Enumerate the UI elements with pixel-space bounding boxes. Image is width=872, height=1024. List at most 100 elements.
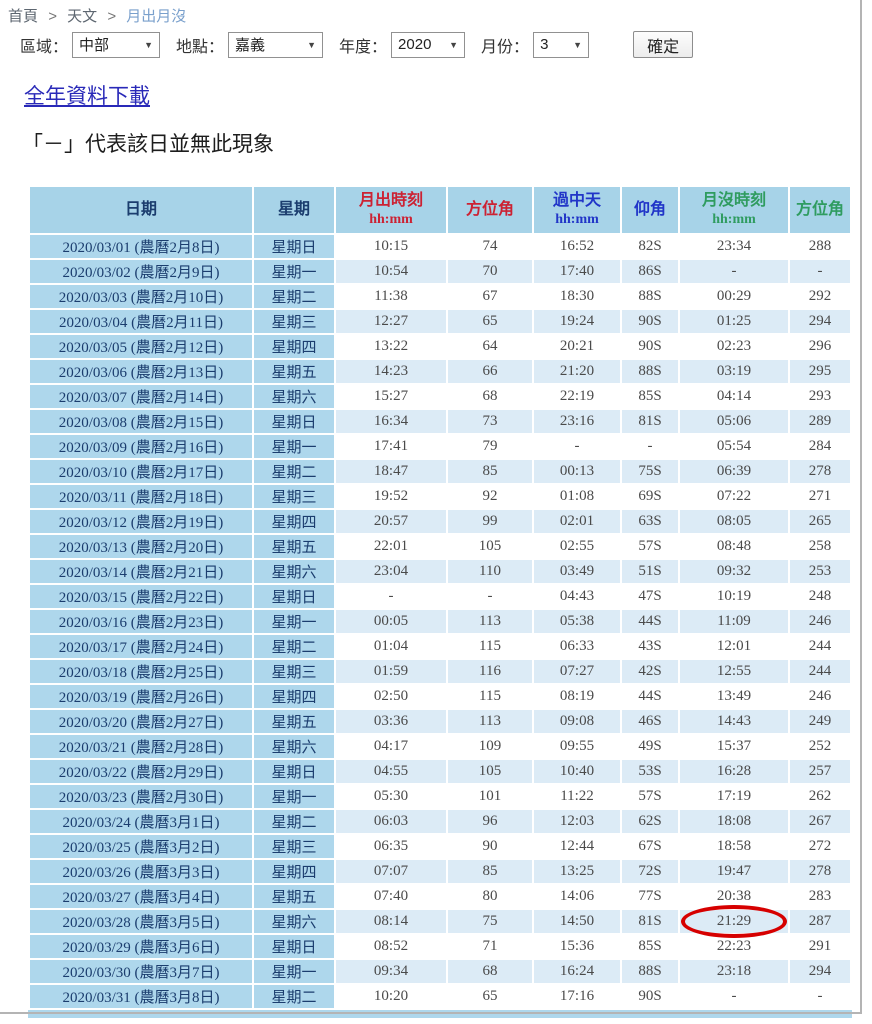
region-select[interactable]: 中部 ▼ bbox=[72, 31, 161, 58]
data-cell: 88S bbox=[622, 360, 678, 383]
data-cell: 15:27 bbox=[336, 385, 446, 408]
data-cell: 10:20 bbox=[336, 985, 446, 1008]
col-header-moonrise-time: 月出時刻 hh:mm bbox=[336, 187, 446, 233]
col-header-moonset-time: 月沒時刻 hh:mm bbox=[680, 187, 788, 233]
data-cell: 08:05 bbox=[680, 510, 788, 533]
data-cell: 43S bbox=[622, 635, 678, 658]
row-label-cell: 星期二 bbox=[254, 635, 334, 658]
col-header-rise-azimuth: 方位角 bbox=[448, 187, 532, 233]
yearly-data-download-link[interactable]: 全年資料下載 bbox=[24, 84, 150, 108]
breadcrumb-astronomy-link[interactable]: 天文 bbox=[67, 8, 98, 25]
data-cell: 288 bbox=[790, 235, 850, 258]
confirm-button[interactable]: 確定 bbox=[633, 31, 694, 58]
data-cell: 62S bbox=[622, 810, 678, 833]
location-select[interactable]: 嘉義 ▼ bbox=[228, 31, 324, 58]
data-cell: 17:19 bbox=[680, 785, 788, 808]
data-cell: 88S bbox=[622, 285, 678, 308]
row-label-cell: 2020/03/28 (農曆3月5日) bbox=[30, 910, 252, 933]
table-row: 2020/03/10 (農曆2月17日) 星期二 18:47 85 00:13 75S 06… bbox=[30, 460, 850, 483]
data-cell: 02:01 bbox=[534, 510, 620, 533]
row-label-cell: 星期三 bbox=[254, 485, 334, 508]
data-cell: 20:21 bbox=[534, 335, 620, 358]
data-cell: 66 bbox=[448, 360, 532, 383]
data-cell: 262 bbox=[790, 785, 850, 808]
table-row: 2020/03/01 (農曆2月8日) 星期日 10:15 74 16:52 82S 23:… bbox=[30, 235, 850, 258]
breadcrumb: 首頁 > 天文 > 月出月沒 bbox=[8, 5, 186, 26]
table-row: 2020/03/24 (農曆3月1日) 星期二 06:03 96 12:03 62S 18:… bbox=[30, 810, 850, 833]
data-cell: 12:01 bbox=[680, 635, 788, 658]
breadcrumb-separator: > bbox=[107, 8, 117, 25]
breadcrumb-current-page: 月出月沒 bbox=[126, 8, 187, 25]
row-label-cell: 星期六 bbox=[254, 910, 334, 933]
month-select[interactable]: 3 ▼ bbox=[533, 31, 590, 58]
data-cell: 244 bbox=[790, 635, 850, 658]
chevron-down-icon: ▼ bbox=[449, 39, 459, 50]
table-bottom-strip bbox=[28, 1010, 852, 1018]
data-cell: 44S bbox=[622, 685, 678, 708]
data-cell: 81S bbox=[622, 910, 678, 933]
table-header-row: 日期 星期 月出時刻 hh:mm 方位角 過中天 hh:mm 仰角 月沒時刻 hh:m… bbox=[30, 187, 850, 233]
row-label-cell: 星期三 bbox=[254, 835, 334, 858]
data-cell: 23:04 bbox=[336, 560, 446, 583]
row-label-cell: 2020/03/07 (農曆2月14日) bbox=[30, 385, 252, 408]
data-cell: 06:35 bbox=[336, 835, 446, 858]
data-cell: 00:13 bbox=[534, 460, 620, 483]
table-row: 2020/03/13 (農曆2月20日) 星期五 22:01 105 02:55 57S 0… bbox=[30, 535, 850, 558]
data-cell: 75 bbox=[448, 910, 532, 933]
data-cell: 90S bbox=[622, 985, 678, 1008]
data-cell: 67 bbox=[448, 285, 532, 308]
region-select-value: 中部 bbox=[79, 37, 110, 54]
data-cell: 18:30 bbox=[534, 285, 620, 308]
col-header-altitude: 仰角 bbox=[622, 187, 678, 233]
row-label-cell: 星期五 bbox=[254, 360, 334, 383]
data-cell: 85S bbox=[622, 385, 678, 408]
table-row: 2020/03/20 (農曆2月27日) 星期五 03:36 113 09:08 46S 1… bbox=[30, 710, 850, 733]
year-select[interactable]: 2020 ▼ bbox=[391, 31, 466, 58]
data-cell: 23:16 bbox=[534, 410, 620, 433]
col-header-transit-time: 過中天 hh:mm bbox=[534, 187, 620, 233]
data-cell: 09:32 bbox=[680, 560, 788, 583]
data-cell: 267 bbox=[790, 810, 850, 833]
table-row: 2020/03/19 (農曆2月26日) 星期四 02:50 115 08:19 44S 1… bbox=[30, 685, 850, 708]
row-label-cell: 星期四 bbox=[254, 335, 334, 358]
data-cell: - bbox=[448, 585, 532, 608]
data-cell: 09:55 bbox=[534, 735, 620, 758]
row-label-cell: 2020/03/01 (農曆2月8日) bbox=[30, 235, 252, 258]
data-cell: 71 bbox=[448, 935, 532, 958]
data-cell: 12:03 bbox=[534, 810, 620, 833]
data-cell: 49S bbox=[622, 735, 678, 758]
data-cell: 70 bbox=[448, 260, 532, 283]
page-right-edge-line bbox=[860, 0, 862, 1014]
data-cell: 01:08 bbox=[534, 485, 620, 508]
row-label-cell: 星期五 bbox=[254, 710, 334, 733]
data-cell: 80 bbox=[448, 885, 532, 908]
data-cell: 99 bbox=[448, 510, 532, 533]
table-row: 2020/03/18 (農曆2月25日) 星期三 01:59 116 07:27 42S 1… bbox=[30, 660, 850, 683]
data-cell: 19:52 bbox=[336, 485, 446, 508]
dash-legend-note: 「－」代表該日並無此現象 bbox=[22, 132, 274, 156]
breadcrumb-home-link[interactable]: 首頁 bbox=[8, 8, 39, 25]
row-label-cell: 星期日 bbox=[254, 410, 334, 433]
data-cell: 10:19 bbox=[680, 585, 788, 608]
data-cell: 47S bbox=[622, 585, 678, 608]
data-cell: 90S bbox=[622, 310, 678, 333]
data-cell: 253 bbox=[790, 560, 850, 583]
row-label-cell: 2020/03/31 (農曆3月8日) bbox=[30, 985, 252, 1008]
col-header-set-azimuth: 方位角 bbox=[790, 187, 850, 233]
data-cell: 00:05 bbox=[336, 610, 446, 633]
data-cell: 07:40 bbox=[336, 885, 446, 908]
row-label-cell: 星期二 bbox=[254, 810, 334, 833]
data-cell: 75S bbox=[622, 460, 678, 483]
data-cell: 271 bbox=[790, 485, 850, 508]
data-cell: 17:41 bbox=[336, 435, 446, 458]
data-cell: 44S bbox=[622, 610, 678, 633]
col-header-date: 日期 bbox=[30, 187, 252, 233]
table-row: 2020/03/21 (農曆2月28日) 星期六 04:17 109 09:55 49S 1… bbox=[30, 735, 850, 758]
data-cell: 00:29 bbox=[680, 285, 788, 308]
chevron-down-icon: ▼ bbox=[144, 39, 154, 50]
data-cell: 12:55 bbox=[680, 660, 788, 683]
data-cell: 246 bbox=[790, 685, 850, 708]
row-label-cell: 星期六 bbox=[254, 385, 334, 408]
table-row: 2020/03/26 (農曆3月3日) 星期四 07:07 85 13:25 72S 19:… bbox=[30, 860, 850, 883]
data-cell: 278 bbox=[790, 460, 850, 483]
